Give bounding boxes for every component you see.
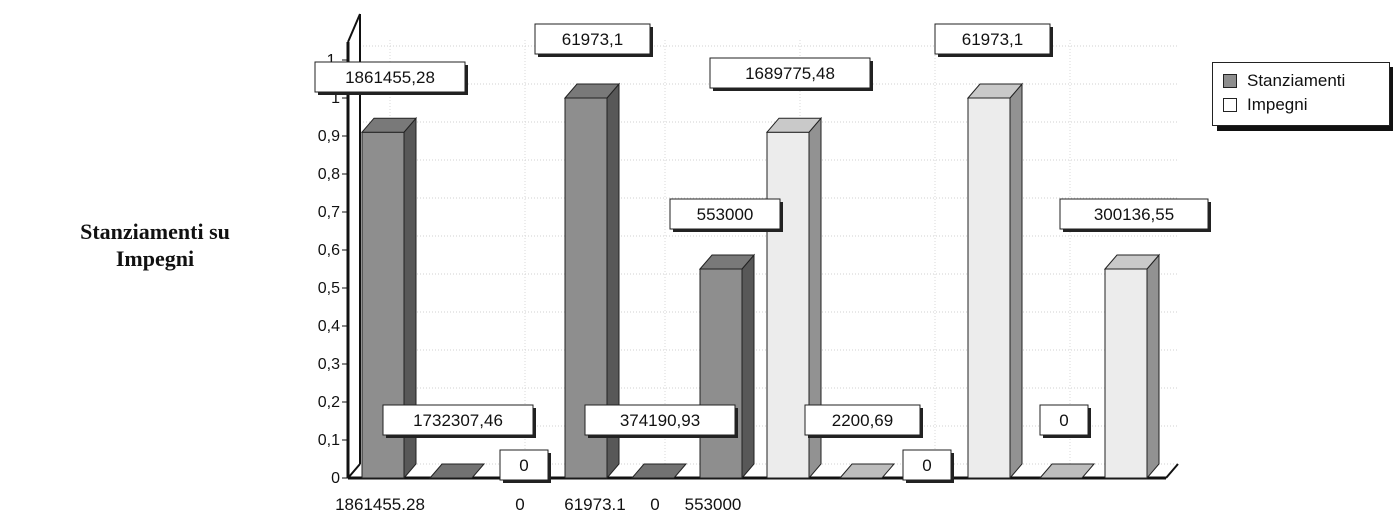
x-tick-label: 553000	[685, 495, 742, 514]
y-tick-label: 0,6	[318, 242, 340, 259]
bar-impegni-2-top	[966, 83, 1024, 99]
legend-swatch-impegni	[1223, 98, 1237, 112]
y-tick-label: 0	[331, 470, 340, 487]
y-axis-title: Stanziamenti su Impegni	[40, 218, 270, 272]
data-label: 0	[519, 456, 528, 475]
bar-stanziamenti-5-top	[698, 254, 756, 270]
data-label-box	[584, 404, 736, 436]
bar-impegni-1-front	[766, 131, 810, 479]
legend-swatch-stanziamenti	[1223, 74, 1237, 88]
legend-item-stanziamenti: Stanziamenti	[1223, 71, 1345, 91]
bar-impegni-2-side	[1009, 82, 1023, 480]
legend-label-impegni: Impegni	[1247, 95, 1308, 114]
data-label: 61973,1	[962, 30, 1023, 49]
data-label: 0	[922, 456, 931, 475]
data-label: 0	[1059, 411, 1068, 430]
bar-impegni-2-front	[967, 97, 1011, 479]
y-tick-label: 0,8	[318, 166, 340, 183]
data-label: 300136,55	[1094, 205, 1174, 224]
y-tick-label: 0,9	[318, 128, 340, 145]
x-axis-end	[1165, 463, 1179, 479]
data-label-box	[669, 198, 781, 230]
x-tick-label: 0	[515, 495, 524, 514]
y-axis-title-line2: Impegni	[115, 246, 195, 271]
bar-impegni-3-top	[1103, 254, 1161, 270]
y-tick-label: 0,4	[318, 318, 340, 335]
data-label-box	[1059, 198, 1209, 230]
x-tick-label: 61973.1	[564, 495, 625, 514]
data-label-box	[382, 404, 534, 436]
data-label-box	[1039, 404, 1089, 436]
data-label: 374190,93	[620, 411, 700, 430]
y-axis-top-line	[347, 13, 361, 43]
y-tick-label: 1	[331, 90, 340, 107]
bar-impegni-zero-1-flat	[838, 463, 896, 479]
bar-stanziamenti-4-flat	[630, 463, 688, 479]
data-label-box	[934, 23, 1051, 55]
axis-corner	[347, 463, 361, 479]
bar-stanziamenti-2-flat	[428, 463, 486, 479]
data-label-box	[499, 449, 549, 481]
bar-stanziamenti-3-top	[563, 83, 621, 99]
bar-stanziamenti-5-front	[699, 268, 743, 479]
bar-impegni-1-top	[765, 117, 823, 133]
y-tick-label: 0,3	[318, 356, 340, 373]
y-tick-label: 0,5	[318, 280, 340, 297]
data-label-box	[314, 61, 466, 93]
data-label-box	[709, 57, 871, 89]
x-tick-label: 1861455.28	[335, 495, 425, 514]
legend: Stanziamenti Impegni	[1212, 62, 1390, 126]
bar-impegni-3-side	[1146, 253, 1160, 480]
y-tick-label: 0,1	[318, 432, 340, 449]
data-label: 1861455,28	[345, 68, 435, 87]
y-tick-label: 0,2	[318, 394, 340, 411]
data-label: 1732307,46	[413, 411, 503, 430]
data-label: 61973,1	[562, 30, 623, 49]
data-label: 553000	[697, 205, 754, 224]
data-label: 2200,69	[832, 411, 893, 430]
y-tick-label: 0,7	[318, 204, 340, 221]
data-label-box	[804, 404, 921, 436]
legend-label-stanziamenti: Stanziamenti	[1247, 71, 1346, 90]
data-label-box	[534, 23, 651, 55]
bar-impegni-3-front	[1104, 268, 1148, 479]
legend-item-impegni: Impegni	[1223, 95, 1307, 115]
y-axis-title-line1: Stanziamenti su	[80, 219, 230, 244]
x-tick-label: 0	[650, 495, 659, 514]
data-label-box	[902, 449, 952, 481]
data-label: 1689775,48	[745, 64, 835, 83]
bar-impegni-zero-2-flat	[1038, 463, 1096, 479]
bar-stanziamenti-1-top	[360, 117, 418, 133]
bar-stanziamenti-5-side	[741, 253, 755, 480]
